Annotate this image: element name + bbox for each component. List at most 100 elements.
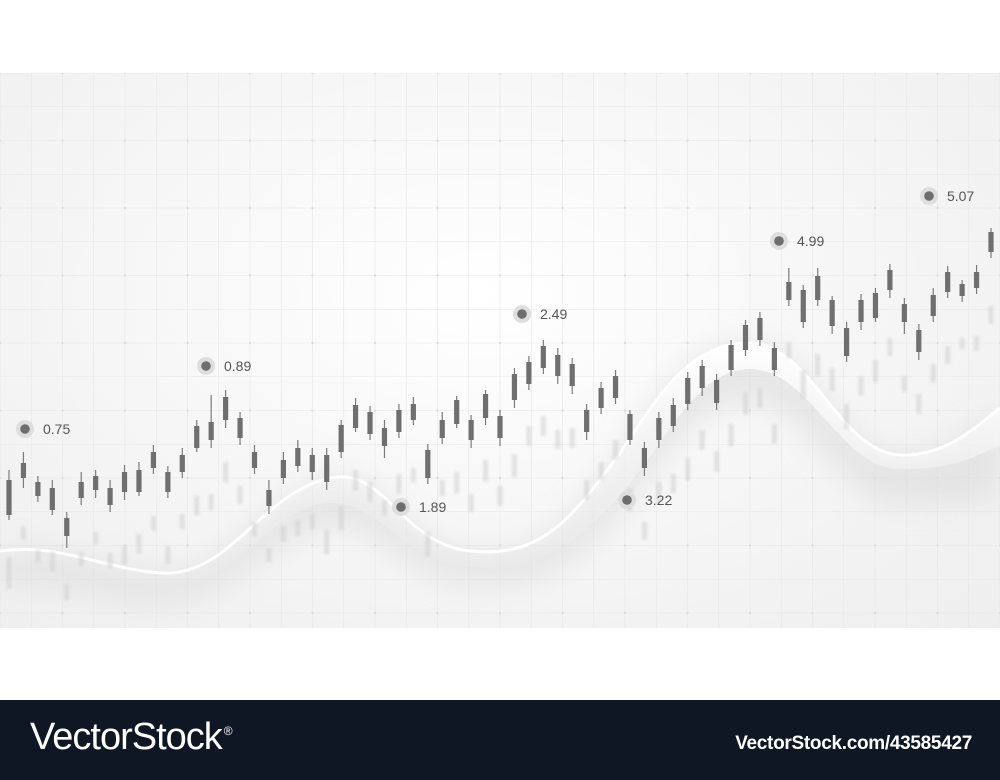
annotation-label: 4.99 [797,233,824,249]
price-annotation: 1.89 [392,498,446,516]
candle-body [858,300,864,322]
candle-body [439,420,445,438]
grid-node [748,274,752,277]
candle [714,374,720,410]
grid-node [936,73,939,75]
grid-node [623,611,627,615]
grid-node [436,341,439,345]
candle-body [35,482,41,496]
candle-reflection [410,468,416,483]
grid-node [186,274,189,277]
grid-node [686,274,689,277]
grid-node [686,611,689,615]
candle-reflection [121,546,128,564]
grid-node [0,73,2,75]
candle-reflection [901,376,907,393]
grid-node [436,139,439,142]
grid-node [873,139,877,142]
grid-node [498,544,502,547]
candle-body [93,476,99,490]
annotation-label: 0.89 [224,358,251,374]
candle-body [815,276,821,300]
grid-node [811,139,814,142]
grid-node [0,409,2,412]
grid-node [561,611,564,615]
candle-body [497,416,503,438]
candle [771,342,777,376]
grid-node [936,544,939,547]
candle-body [988,232,994,252]
candle-body [367,412,373,434]
candle [569,358,575,394]
candle-body [699,366,705,388]
candle-body [352,405,359,428]
candle-body [887,270,893,290]
candle-body [670,405,676,426]
grid-node [186,409,189,412]
grid-node [561,139,564,142]
grid-node [186,206,189,210]
annotation-label: 0.75 [43,421,70,437]
candlestick-chart: 0.75 0.89 1.89 2.49 3.22 4.99 5.07 [0,73,1000,628]
annotation-label: 3.22 [645,492,672,508]
candle [179,448,185,478]
candle-reflection [266,548,272,563]
candle-reflection [641,522,648,540]
annotation-dot [201,361,211,371]
grid-node [436,274,439,277]
annotation-label: 5.07 [947,188,974,204]
grid-node [811,476,814,480]
candle [309,448,315,480]
candle-body [757,318,763,340]
grid-node [373,206,377,210]
candle-reflections [6,306,994,601]
candle [988,228,994,258]
grid-node [436,611,439,615]
grid-node [311,341,314,345]
candle-reflection [223,462,229,483]
candle [800,285,806,328]
annotation-dot [774,236,784,246]
candle-body [973,272,980,288]
candle-reflection [728,424,734,447]
candle-body [136,470,142,492]
grid-node [811,544,814,547]
candle [656,412,662,448]
candle [266,480,272,514]
grid-node [748,611,752,615]
grid-node [873,206,877,210]
grid-node [498,611,502,615]
grid-node [498,274,502,277]
candle-reflection [685,458,691,482]
candle-reflection [454,472,460,494]
annotation-dot [622,495,632,505]
grid-node [623,274,627,277]
grid-node [61,409,64,412]
grid-node [186,73,189,75]
candle-body [627,414,633,440]
grid-node [498,73,502,75]
grid-node [811,611,814,615]
candle [959,280,965,302]
grid-node [686,139,689,142]
candle [584,404,590,440]
grid-node [748,544,752,547]
candle-reflection [555,430,561,449]
candle [598,382,604,414]
grid-node [561,476,564,480]
candle-body [959,284,965,296]
candle-body [540,346,546,368]
candle-body [843,328,850,356]
grid-node [0,544,2,547]
grid-node [311,544,314,547]
candle-reflection [569,428,575,448]
candle-body [555,355,561,376]
candles [6,228,994,548]
candle-reflection [107,553,113,569]
grid-node [748,206,752,210]
candle-reflection [251,522,258,537]
wave-ribbon [0,341,1000,603]
candle [136,462,142,496]
grid-node [686,341,689,345]
candle-reflection [352,470,359,491]
